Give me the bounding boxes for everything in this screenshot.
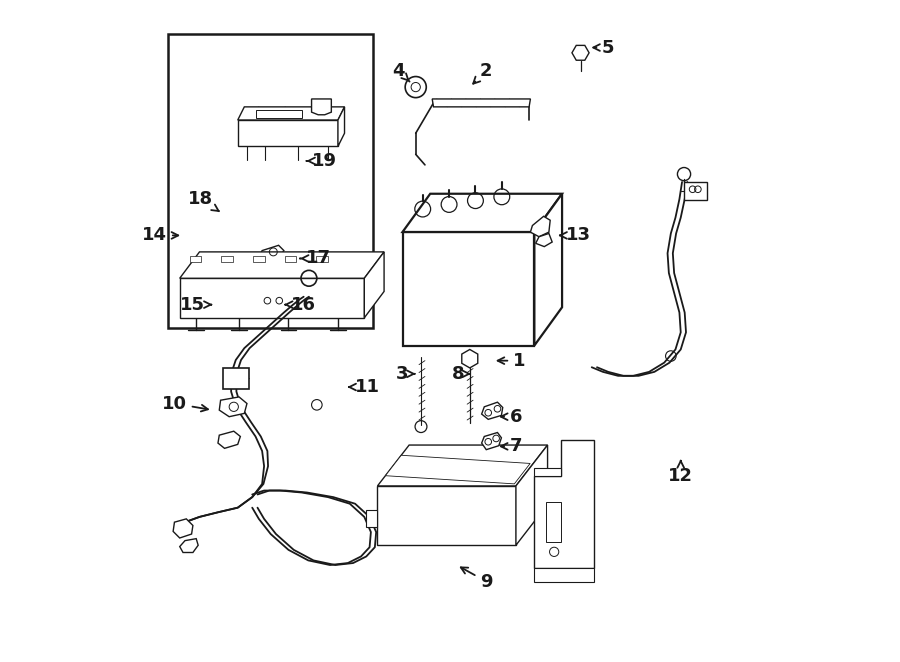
Text: 7: 7 (501, 438, 522, 455)
Polygon shape (180, 278, 364, 318)
Polygon shape (402, 232, 535, 346)
Polygon shape (377, 486, 516, 545)
Text: 15: 15 (180, 296, 211, 314)
Polygon shape (432, 99, 530, 107)
Text: 3: 3 (396, 365, 415, 383)
Text: 10: 10 (162, 395, 208, 412)
Bar (684, 182, 707, 201)
Bar (222, 368, 249, 389)
Text: 17: 17 (300, 250, 330, 267)
Polygon shape (536, 234, 553, 247)
Polygon shape (572, 46, 590, 60)
Text: 11: 11 (349, 378, 380, 396)
Polygon shape (311, 99, 331, 115)
Polygon shape (530, 216, 550, 237)
Bar (256, 110, 302, 118)
Text: 9: 9 (461, 567, 492, 591)
Polygon shape (482, 402, 503, 419)
Polygon shape (462, 350, 478, 368)
Polygon shape (173, 519, 193, 538)
Polygon shape (535, 568, 594, 581)
Polygon shape (482, 432, 501, 449)
Text: 12: 12 (668, 461, 693, 485)
Polygon shape (218, 431, 240, 448)
Text: 18: 18 (188, 190, 219, 211)
Bar (190, 256, 202, 262)
Polygon shape (364, 252, 384, 318)
Text: 16: 16 (285, 296, 316, 314)
Polygon shape (385, 455, 530, 484)
Bar (316, 256, 328, 262)
Text: 4: 4 (392, 62, 410, 81)
Text: 2: 2 (473, 62, 492, 83)
Polygon shape (402, 194, 562, 232)
Polygon shape (180, 539, 198, 553)
Polygon shape (260, 246, 284, 258)
Polygon shape (365, 510, 377, 528)
Polygon shape (238, 107, 345, 120)
Polygon shape (218, 299, 227, 309)
Bar (284, 256, 296, 262)
Text: 8: 8 (452, 365, 470, 383)
Polygon shape (377, 445, 547, 486)
Text: 1: 1 (498, 352, 526, 369)
Polygon shape (220, 397, 247, 416)
Polygon shape (516, 445, 547, 545)
Text: 19: 19 (307, 152, 338, 170)
Polygon shape (338, 107, 345, 146)
Bar (168, 34, 373, 328)
Text: 14: 14 (142, 226, 178, 244)
Polygon shape (535, 194, 562, 346)
Bar (253, 256, 265, 262)
Polygon shape (535, 468, 561, 476)
Polygon shape (238, 120, 338, 146)
Bar (546, 502, 561, 542)
Bar (221, 256, 233, 262)
Text: 13: 13 (560, 226, 591, 244)
Text: 5: 5 (593, 38, 615, 56)
Text: 6: 6 (501, 408, 522, 426)
Polygon shape (535, 440, 594, 568)
Polygon shape (260, 293, 285, 308)
Polygon shape (180, 252, 384, 278)
